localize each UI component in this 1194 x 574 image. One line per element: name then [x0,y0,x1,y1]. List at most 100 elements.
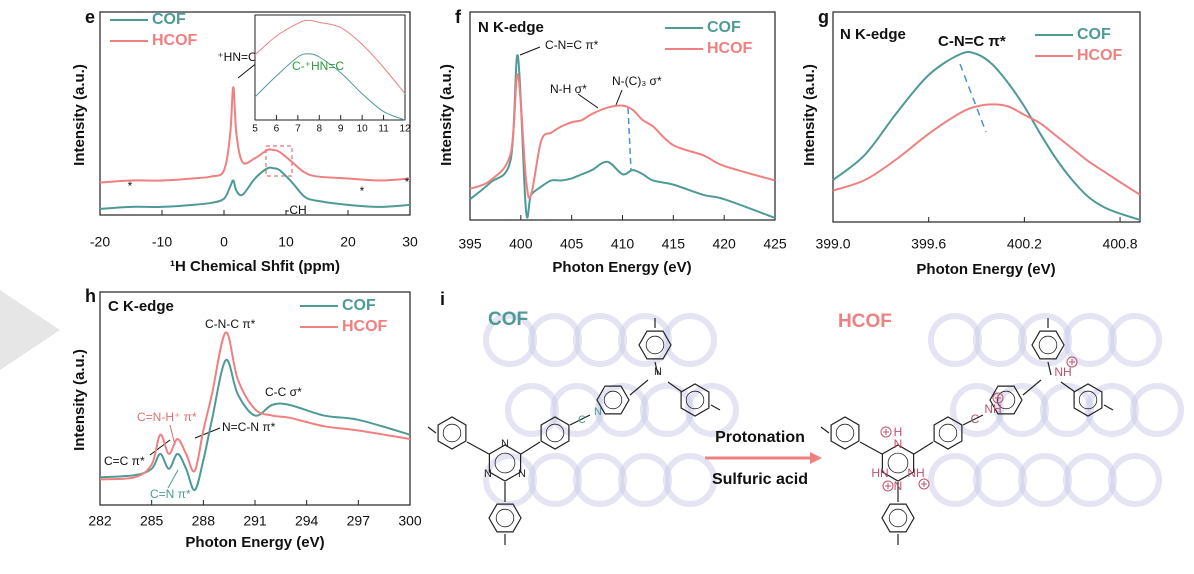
charge [1066,356,1078,368]
x-tick-label: 10 [357,124,369,135]
plot-frame [832,11,1141,223]
legend-label: COF [152,11,186,28]
series-line [254,19,406,95]
network-node [928,453,982,507]
series-line [832,103,1141,196]
legend-label: COF [707,19,741,36]
annotation: * [360,184,365,198]
x-tick-label: 400 [509,236,533,252]
charge-plus [995,395,1001,401]
ring [1031,330,1065,360]
x-tick-label: 7 [295,124,301,135]
x-tick-label: 11 [378,124,389,135]
charge [880,426,892,438]
x-tick-label: 0 [220,234,228,250]
atom-label: C [971,412,980,426]
annotation: C-⁺HN=C [292,59,344,73]
ring-inner [938,423,958,443]
bond [1103,404,1114,411]
bond [427,426,437,434]
bond [913,441,934,455]
charge-plus [883,429,889,435]
bond [520,441,541,455]
ring [881,444,915,482]
play-overlay [0,290,60,370]
ring-inner [1038,335,1058,355]
shift-line [627,107,632,171]
annotation: N-H σ* [550,82,587,96]
atom-label: HN [871,466,888,480]
annotation: C=N-H⁺ π* [137,410,197,424]
x-tick-label: 297 [347,513,371,529]
network-node [528,313,582,367]
network-node [595,383,649,437]
x-tick-label: 415 [662,236,686,252]
atom-label: N [518,468,526,480]
network-node [1108,313,1162,367]
network-node [573,453,627,507]
shift-line [959,63,987,133]
network-node [1108,453,1162,507]
legend-label: HCOF [707,40,753,57]
atom-label: N [501,438,509,450]
ring [488,503,522,533]
annotation: ⁺HN=C [217,50,257,64]
ring-inner [645,335,665,355]
annotation: C-C σ* [265,385,302,399]
x-tick-label: 12 [399,124,411,135]
bond [629,379,649,396]
bond [569,414,591,426]
bond [820,426,830,434]
plot-frame [254,14,406,121]
network-node [663,453,717,507]
bond [654,361,659,376]
y-axis-title: Intensity (a.u.) [801,64,818,166]
series-line [99,166,411,210]
bond [1022,379,1042,396]
panel-letter: g [818,7,829,27]
charge-plus [1069,359,1075,365]
network-node [663,313,717,367]
annotation: N-(C)₃ σ* [612,74,662,88]
x-tick-label: 399.6 [911,236,946,252]
ring-inner [996,390,1016,410]
ring [881,503,915,533]
series-line [99,331,411,481]
charge [918,478,930,490]
series-line [99,359,411,492]
atom-label: N [654,366,662,378]
series-line [469,54,776,219]
legend-label: COF [1077,26,1111,43]
x-tick-label: 395 [458,236,482,252]
x-tick-label: 425 [763,236,787,252]
ring [488,444,522,482]
x-tick-label: 300 [398,513,422,529]
ring-inner [495,508,515,528]
atom-label: N [484,468,492,480]
x-tick-label: -10 [152,234,172,250]
network-node [973,313,1027,367]
ring [933,416,963,450]
x-tick-label: 400.8 [1103,236,1138,252]
bond [466,441,490,455]
network-node [928,313,982,367]
y-axis-title: Intensity (a.u.) [71,349,88,451]
ring-inner [887,452,909,474]
y-axis-title: Intensity (a.u.) [71,64,88,166]
ring [830,416,860,450]
panel-letter: e [85,7,95,27]
arrow [519,46,541,56]
x-axis-title: Photon Energy (eV) [185,534,324,551]
arrow [149,439,171,456]
bond [1047,361,1052,376]
x-axis-title: Photon Energy (eV) [552,259,691,276]
ring-inner [685,390,705,410]
annotation: C=N π* [150,487,191,501]
x-tick-label: 400.2 [1007,236,1042,252]
x-tick-label: 9 [338,124,344,135]
x-tick-label: 291 [243,513,267,529]
bond [1060,381,1076,393]
ring [437,416,467,450]
panel-letter: h [85,286,96,306]
legend-label: COF [342,297,376,314]
